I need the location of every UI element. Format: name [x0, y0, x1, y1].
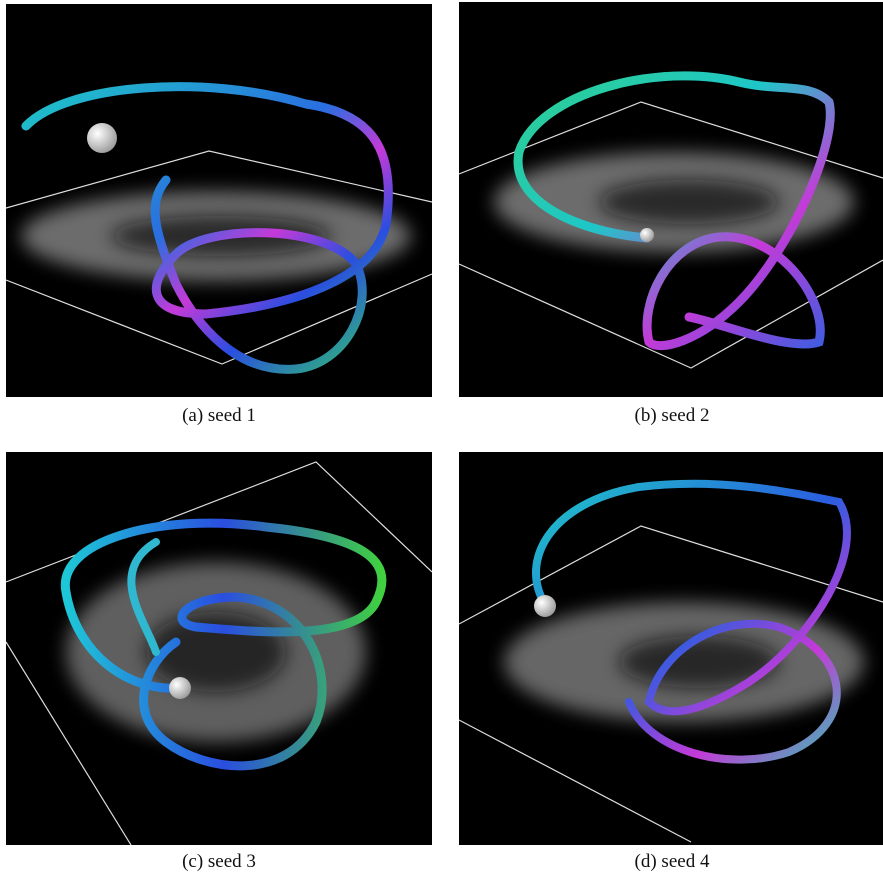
- caption: (d) seed 4: [459, 851, 883, 873]
- seed-sphere: [169, 677, 191, 699]
- panel-d: [459, 452, 883, 845]
- render: [459, 2, 883, 397]
- render: [459, 452, 883, 845]
- caption: (b) seed 2: [459, 405, 883, 427]
- render: [6, 4, 432, 397]
- volume-halo: [599, 180, 779, 224]
- figure: {"figure": {"panels": [{"caption": "(a) …: [0, 0, 883, 884]
- panel-b: [459, 2, 883, 397]
- caption: (c) seed 3: [6, 851, 432, 873]
- panel-a: [6, 4, 432, 397]
- plane-outline: [6, 274, 432, 364]
- render: [6, 452, 432, 845]
- panel-c: [6, 452, 432, 845]
- seed-sphere: [640, 228, 654, 242]
- caption: (a) seed 1: [6, 405, 432, 427]
- seed-sphere: [87, 123, 117, 153]
- seed-sphere: [534, 595, 556, 617]
